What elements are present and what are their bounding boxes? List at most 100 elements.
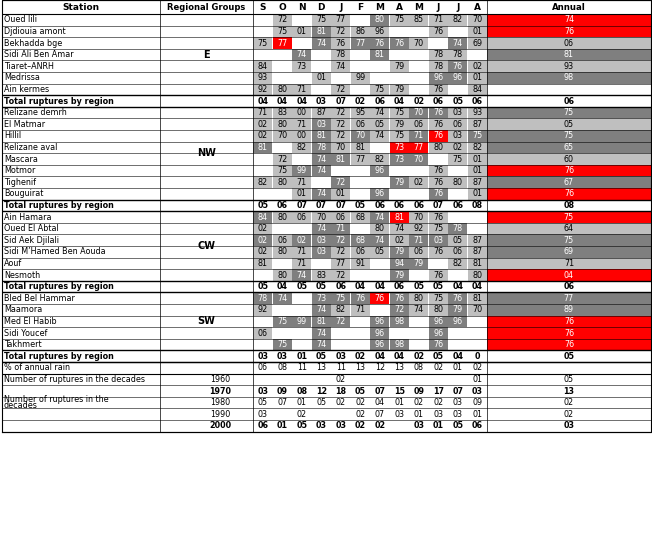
Text: 72: 72 (394, 305, 404, 314)
Text: 74: 74 (336, 61, 346, 71)
Text: 05: 05 (433, 352, 444, 361)
Text: 06: 06 (276, 201, 288, 210)
Bar (292, 316, 311, 327)
Text: 72: 72 (336, 85, 346, 94)
Bar (370, 49, 389, 60)
Bar (467, 234, 486, 246)
Text: 75: 75 (277, 166, 288, 175)
Text: 82: 82 (297, 143, 307, 152)
Text: 03: 03 (452, 410, 463, 419)
Text: 01: 01 (472, 375, 482, 384)
Bar (428, 176, 447, 188)
Bar (467, 25, 486, 37)
Text: 03: 03 (316, 247, 326, 257)
Text: 74: 74 (394, 224, 404, 233)
Bar (428, 49, 447, 60)
Text: 06: 06 (355, 247, 365, 257)
Bar (487, 153, 651, 165)
Text: 98: 98 (394, 317, 404, 326)
Bar (487, 60, 651, 72)
Bar (467, 37, 486, 49)
Text: 80: 80 (277, 212, 288, 222)
Bar (331, 14, 350, 25)
Text: 03: 03 (452, 108, 463, 117)
Bar (331, 304, 350, 316)
Text: 02: 02 (413, 178, 424, 186)
Text: 87: 87 (316, 108, 326, 117)
Text: 08: 08 (277, 363, 288, 372)
Text: 76: 76 (452, 294, 463, 303)
Bar (312, 142, 331, 153)
Text: 75: 75 (433, 294, 443, 303)
Text: 81: 81 (258, 143, 268, 152)
Bar (409, 176, 428, 188)
Text: 05: 05 (355, 201, 366, 210)
Bar (487, 188, 651, 199)
Bar (273, 14, 291, 25)
Bar (467, 246, 486, 258)
Bar (370, 292, 389, 304)
Bar (487, 246, 651, 258)
Text: Sidi Youcef: Sidi Youcef (4, 328, 48, 337)
Text: 01: 01 (472, 27, 482, 36)
Bar (312, 72, 331, 84)
Bar (331, 142, 350, 153)
Text: 86: 86 (355, 27, 365, 36)
Text: 75: 75 (316, 15, 327, 24)
Bar (428, 211, 447, 223)
Bar (428, 107, 447, 119)
Text: 78: 78 (258, 294, 268, 303)
Text: Annual: Annual (552, 3, 586, 11)
Text: 82: 82 (336, 305, 346, 314)
Bar (448, 258, 467, 269)
Text: 1990: 1990 (211, 410, 231, 419)
Text: 74: 74 (316, 224, 326, 233)
Text: 68: 68 (355, 236, 365, 245)
Text: 76: 76 (433, 85, 443, 94)
Bar (370, 316, 389, 327)
Text: 02: 02 (297, 236, 307, 245)
Bar (370, 153, 389, 165)
Bar (370, 211, 389, 223)
Text: 08: 08 (563, 201, 574, 210)
Text: El Matmar: El Matmar (4, 120, 45, 129)
Text: 78: 78 (316, 143, 326, 152)
Text: 84: 84 (258, 212, 268, 222)
Bar (487, 339, 651, 350)
Text: Mascara: Mascara (4, 155, 38, 163)
Bar (370, 246, 389, 258)
Text: Number of ruptures in the decades: Number of ruptures in the decades (4, 375, 145, 384)
Text: 02: 02 (413, 96, 424, 106)
Text: 87: 87 (472, 236, 482, 245)
Text: 78: 78 (433, 61, 443, 71)
Text: 82: 82 (472, 143, 482, 152)
Bar (448, 292, 467, 304)
Bar (331, 246, 350, 258)
Text: 05: 05 (355, 386, 366, 396)
Text: 13: 13 (316, 363, 326, 372)
Bar (292, 142, 311, 153)
Text: NW: NW (197, 148, 216, 158)
Text: 06: 06 (394, 201, 405, 210)
Text: 02: 02 (258, 224, 268, 233)
Text: O: O (278, 3, 286, 11)
Text: 79: 79 (394, 61, 404, 71)
Text: 05: 05 (258, 398, 268, 407)
Text: 06: 06 (452, 120, 463, 129)
Text: 02: 02 (433, 398, 443, 407)
Bar (389, 339, 409, 350)
Text: 75: 75 (564, 132, 574, 140)
Text: 76: 76 (433, 166, 443, 175)
Bar (292, 25, 311, 37)
Text: 03: 03 (335, 421, 346, 430)
Bar (409, 258, 428, 269)
Text: 79: 79 (394, 85, 404, 94)
Text: 74: 74 (316, 189, 326, 198)
Bar (312, 269, 331, 281)
Text: 1980: 1980 (211, 398, 231, 407)
Text: 78: 78 (336, 50, 346, 59)
Text: 02: 02 (433, 363, 443, 372)
Bar (253, 304, 272, 316)
Text: 04: 04 (355, 282, 366, 291)
Bar (409, 142, 428, 153)
